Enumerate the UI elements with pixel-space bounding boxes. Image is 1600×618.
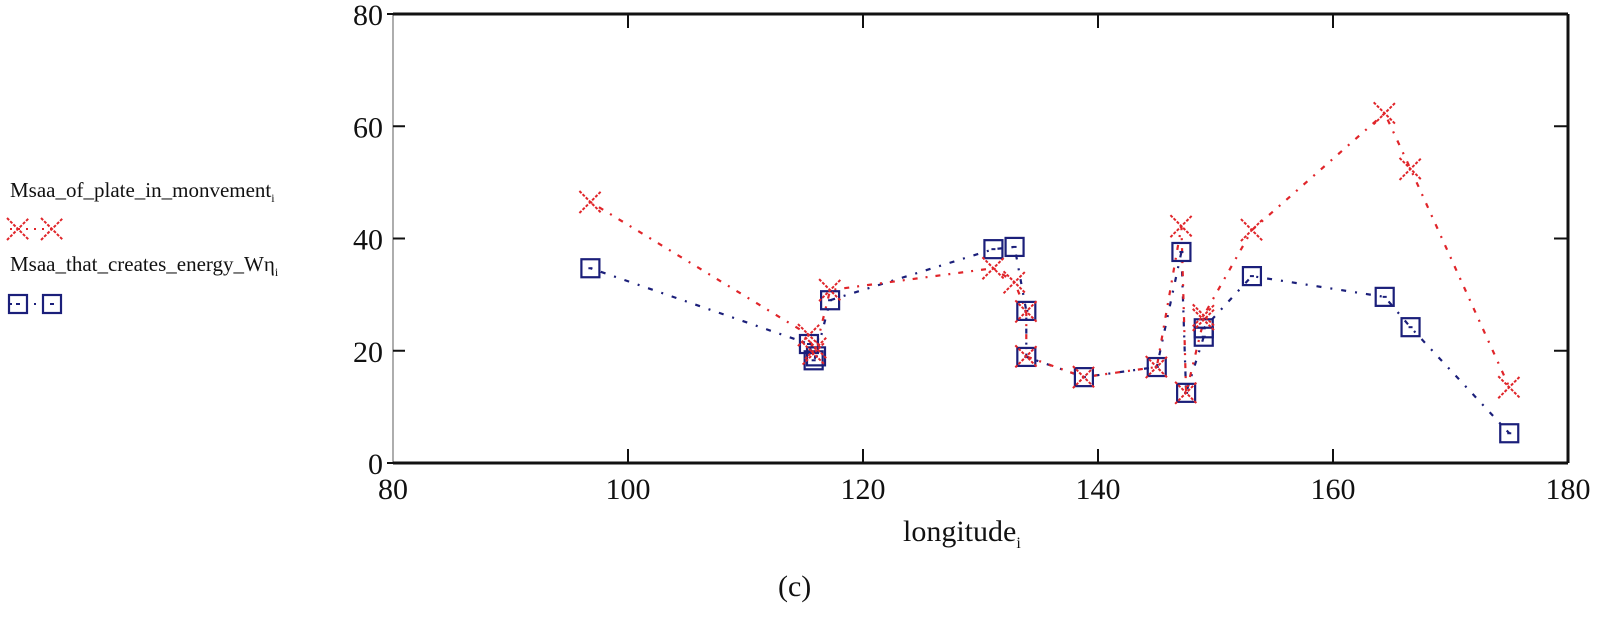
legend-square-marker-icon <box>7 293 63 315</box>
x-marker <box>818 278 842 302</box>
y-tick-label: 0 <box>368 448 383 481</box>
x-marker <box>801 341 826 366</box>
legend-square-marker <box>7 293 29 315</box>
square-marker <box>1499 423 1520 444</box>
x-marker <box>1002 270 1027 294</box>
x-tick-label: 180 <box>1546 473 1591 506</box>
x-axis-label: longitudei <box>903 515 1021 553</box>
legend-x-marker <box>6 217 30 241</box>
x-marker <box>981 256 1006 280</box>
square-marker <box>1171 241 1192 263</box>
x-tick-label: 120 <box>841 473 886 506</box>
legend-label-2: Msaa_that_creates_energy_Wη <box>10 252 275 276</box>
plot-frame <box>392 12 1570 465</box>
x-marker <box>1398 157 1423 181</box>
legend-x-marker-icon <box>6 217 64 241</box>
legend-subscript-1: i <box>271 191 275 206</box>
x-marker <box>1497 375 1521 399</box>
x-marker <box>797 323 821 347</box>
series-line-plate-movement <box>589 111 1511 394</box>
axis-ticks: 80 100 120 140 160 180 0 20 40 60 80 <box>353 0 1591 506</box>
x-tick-label: 80 <box>378 473 408 506</box>
x-tick-label: 160 <box>1311 473 1356 506</box>
legend-square-marker <box>41 293 63 315</box>
figure-caption: (c) <box>778 570 812 603</box>
square-marker <box>580 258 601 279</box>
square-marker <box>1374 286 1395 307</box>
x-marker <box>578 190 603 214</box>
y-tick-label: 60 <box>353 111 383 144</box>
x-marker <box>1072 365 1096 389</box>
series-markers <box>578 101 1521 444</box>
y-tick-label: 80 <box>353 0 383 32</box>
x-tick-label: 100 <box>606 473 651 506</box>
legend-x-marker <box>40 217 64 241</box>
x-tick-label: 140 <box>1076 473 1121 506</box>
series-line-energy <box>590 245 1511 435</box>
square-marker <box>1400 317 1421 338</box>
square-marker <box>1004 236 1025 258</box>
x-marker <box>1014 344 1039 369</box>
x-marker <box>1145 355 1169 379</box>
square-marker <box>983 239 1004 260</box>
x-marker <box>1014 299 1039 324</box>
legend-label-1: Msaa_of_plate_in_monvement <box>10 178 272 202</box>
x-marker <box>1192 303 1216 328</box>
legend-entry-plate-movement: Msaa_of_plate_in_monvementi <box>10 178 275 206</box>
x-marker <box>1372 101 1397 126</box>
y-tick-label: 40 <box>353 224 383 257</box>
x-marker <box>1240 218 1264 242</box>
x-axis-label-subscript: i <box>1016 535 1021 552</box>
x-marker <box>804 336 828 360</box>
legend-entry-energy: Msaa_that_creates_energy_Wηi <box>10 252 278 280</box>
x-marker <box>1169 214 1194 238</box>
x-marker <box>1192 308 1216 332</box>
legend-subscript-2: i <box>274 265 279 280</box>
x-marker <box>1174 381 1198 405</box>
square-marker <box>1241 266 1263 287</box>
series-lines <box>589 111 1511 435</box>
y-tick-label: 20 <box>353 336 383 369</box>
x-axis-label-text: longitude <box>903 515 1017 548</box>
